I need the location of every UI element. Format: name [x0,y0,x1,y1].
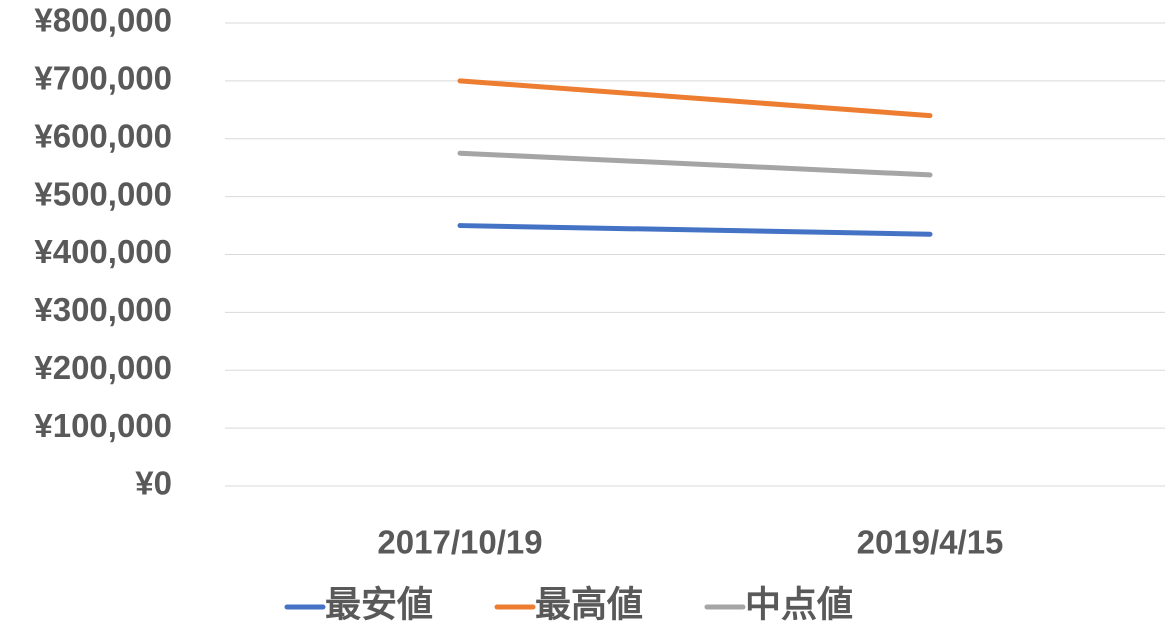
y-tick-label: ¥600,000 [34,117,172,154]
y-tick-label: ¥200,000 [34,349,172,386]
line [457,223,933,237]
legend-label: 最安値 [325,584,433,625]
x-tick-label: 2019/4/15 [857,524,1004,561]
y-tick-label: ¥0 [135,465,172,502]
line [457,78,933,119]
y-tick-label: ¥400,000 [34,233,172,270]
y-tick-label: ¥700,000 [34,60,172,97]
legend-label: 中点値 [745,584,853,625]
y-tick-label: ¥100,000 [34,407,172,444]
x-tick-label: 2017/10/19 [377,524,542,561]
y-tick-label: ¥500,000 [34,175,172,212]
legend-label: 最高値 [535,584,643,625]
y-tick-label: ¥800,000 [34,2,172,39]
line [457,150,933,178]
y-tick-label: ¥300,000 [34,291,172,328]
